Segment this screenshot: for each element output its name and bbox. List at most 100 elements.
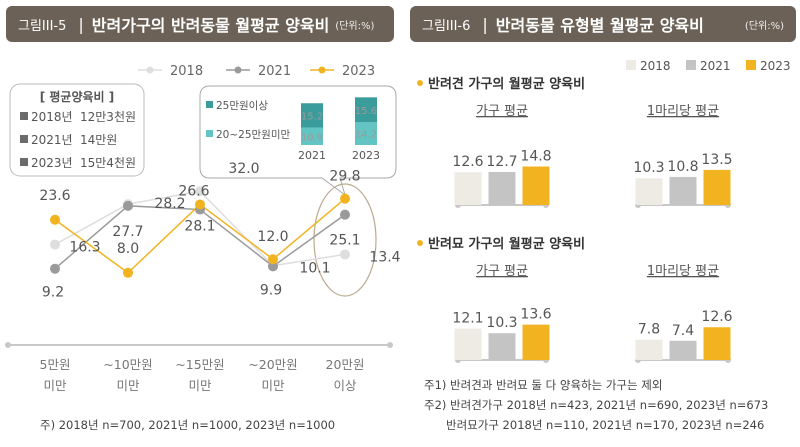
data-label-2018-4: 13.4 [369,249,400,265]
cat-category-0: 가구 평균 [476,264,528,279]
dog-bar-2021-0 [488,171,516,205]
category-label-4: 20만원 [326,357,365,372]
inset-legend-25plus: 25만원이상 [216,100,268,112]
data-label-2023-2: 28.1 [184,218,215,234]
average-box-title: [ 평균양육비 ] [40,89,115,104]
inset-bar-bottom-2023 [355,122,377,145]
point-2023-2 [195,199,205,210]
cat-bar-label-2018-1: 7.8 [638,322,660,338]
inset-bar-bottom-2021 [301,127,323,145]
inset-legend-20to25: 20~25만원미만 [216,129,290,141]
cat-category-1: 1마리당 평균 [647,264,719,279]
dog-bar-2018-0 [454,172,482,205]
point-2021-3 [268,261,278,272]
data-label-2018-0: 16.3 [69,240,100,256]
right-note-3: 반려묘가구 2018년 n=110, 2021년 n=170, 2023년 n=… [446,418,765,432]
point-2018-0 [50,239,60,250]
legend-2018: 2018 [170,64,203,79]
dog-bar-2023-0 [522,166,550,205]
data-label-2018-3: 10.1 [299,261,330,277]
point-2018-4 [340,249,350,260]
category-label-3: 미만 [261,378,285,393]
category-label-2: 미만 [188,378,212,393]
left-legend: 2018 2021 2023 [138,64,375,79]
category-label-0: 미만 [43,378,67,393]
dog-category-0: 가구 평균 [476,104,528,119]
dog-bar-label-2018-0: 12.6 [452,154,483,170]
cat-bar-label-2021-1: 7.4 [672,323,694,339]
data-label-2023-0: 23.6 [39,188,70,204]
legend-2023: 2023 [342,64,375,79]
right-legend: 2018 2021 2023 [626,59,791,73]
dog-bar-label-2023-1: 13.5 [701,152,732,168]
right-figure-title: 반려동물 유형별 월평균 양육비 [495,16,704,35]
avg-year-2018: 2018년 [31,110,73,124]
data-label-2021-0: 9.2 [42,285,64,301]
inset-bottom-value-2023: 14.2 [355,130,377,141]
category-label-1: ~10만원 [103,357,152,372]
cat-bullet [417,240,423,246]
point-2021-0 [50,263,60,274]
avg-year-2021: 2021년 [31,133,73,147]
data-label-2023-4: 29.8 [329,169,360,185]
right-note-2: 주2) 반려견가구 2018년 n=423, 2021년 n=690, 2023… [424,398,769,412]
category-label-0: 5만원 [40,357,71,372]
header-separator: | [482,14,488,34]
inset-year-2021: 2021 [298,149,326,162]
data-label-2021-3: 9.9 [260,282,282,298]
avg-year-2023: 2023년 [31,156,73,170]
cat-bar-2023-1 [703,327,731,360]
cat-bar-2021-1 [669,340,697,360]
right-legend-2021: 2021 [700,59,731,73]
category-label-2: ~15만원 [175,357,224,372]
highlight-ellipse [313,183,377,297]
left-figure-unit: (단위:%) [335,20,375,32]
right-legend-2023: 2023 [760,59,791,73]
inset-top-value-2023: 15.6 [355,106,377,117]
left-note: 주) 2018년 n=700, 2021년 n=1000, 2023년 n=10… [40,418,336,432]
right-note-1: 주1) 반려견과 반려묘 둘 다 양육하는 가구는 제외 [424,378,663,392]
point-2021-1 [123,200,133,211]
data-label-2023-1: 8.0 [117,241,139,257]
dog-bar-2021-1 [669,176,697,205]
point-2023-1 [123,267,133,278]
left-figure-header: 그림III-5 | 반려가구의 반려동물 월평균 양육비 (단위:%) [6,6,394,42]
avg-value-2021: 14만원 [80,133,117,147]
data-label-2021-1: 27.7 [112,224,143,240]
left-figure-title: 반려가구의 반려동물 월평균 양육비 [91,16,330,35]
dog-bar-2023-1 [703,169,731,205]
dog-category-1: 1마리당 평균 [647,104,719,119]
category-label-3: ~20만원 [248,357,297,372]
avg-value-2023: 15만4천원 [80,155,136,170]
dog-bullet [417,80,423,86]
right-figure-label: 그림III-6 [422,18,471,34]
data-label-2018-1: 28.2 [154,196,185,212]
cat-bar-label-2023-1: 12.6 [701,309,732,325]
point-2018-2 [195,186,205,197]
right-figure-header: 그림III-6 | 반려동물 유형별 월평균 양육비 (단위:%) [410,6,796,42]
data-label-2021-2: 26.6 [178,184,209,200]
inset-bar-top-2021 [301,103,323,128]
point-2021-4 [340,209,350,220]
data-label-2018-2: 32.0 [228,161,259,177]
data-label-2023-3: 12.0 [257,229,288,245]
cat-bar-label-2018-0: 12.1 [452,311,483,327]
inset-callout: 25만원이상 20~25만원미만 15.2 10.9 15.6 14.2 2021 2… [199,85,397,197]
dog-bar-label-2021-1: 10.8 [667,159,698,175]
cat-bar-2018-0 [454,328,482,360]
point-2023-0 [50,214,60,225]
category-label-1: 미만 [116,378,140,393]
dog-bar-label-2021-0: 12.7 [486,154,517,170]
cat-bar-2018-1 [635,339,663,360]
inset-year-2023: 2023 [352,149,380,162]
header-separator: | [78,14,84,34]
category-label-4: 이상 [333,378,357,393]
left-line-chart: 2018 2021 2023 [ 평균양육비 ] 2018년 12만3천원 20… [5,64,400,393]
dog-bar-label-2018-1: 10.3 [633,160,664,176]
data-label-2021-4: 25.1 [329,233,360,249]
inset-bar-top-2023 [355,97,377,123]
point-2023-4 [340,193,350,204]
legend-2021: 2021 [258,64,291,79]
left-figure-label: 그림III-5 [18,18,67,34]
right-figure-unit: (단위:%) [744,20,784,32]
